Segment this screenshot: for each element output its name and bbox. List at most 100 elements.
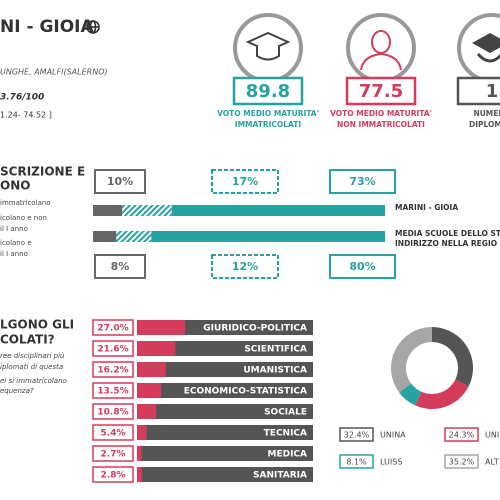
bar <box>137 467 142 482</box>
donut-segment <box>432 327 474 387</box>
bar <box>137 425 147 440</box>
section-title: COLATI? <box>0 333 55 347</box>
legend-box <box>444 427 479 442</box>
bar <box>137 341 176 356</box>
legend-name: UNINA <box>380 431 406 440</box>
legend-text: il I anno <box>0 250 28 258</box>
legend-text: icolano e <box>0 239 32 247</box>
stat-value: 1 <box>486 81 499 102</box>
bar <box>137 404 157 419</box>
category-label: UMANISTICA <box>243 366 307 376</box>
category-label: SOCIALE <box>264 408 307 418</box>
stat-value: 89.8 <box>246 81 290 102</box>
value-box <box>94 169 146 194</box>
value-label: 16.2% <box>97 366 128 376</box>
value-box <box>94 254 146 279</box>
bar <box>137 320 186 335</box>
category-label: ECONOMICO-STATISTICA <box>184 387 307 397</box>
category-label: MEDICA <box>268 450 308 460</box>
value-label: 5.4% <box>101 429 126 439</box>
bar-segment <box>93 205 123 216</box>
value-label: 8% <box>111 260 130 273</box>
legend-box <box>339 427 374 442</box>
bar <box>137 383 162 398</box>
value-label: 27.0% <box>97 324 128 334</box>
category-label: SCIENTIFICA <box>244 345 307 355</box>
legend-value: 8.1% <box>346 458 367 467</box>
legend-text: il I anno <box>0 225 28 233</box>
stat-label: NON IMMATRICOLATI <box>337 120 425 129</box>
bar-segment <box>93 231 117 242</box>
globe-icon <box>86 20 100 34</box>
bar <box>137 446 142 461</box>
value-box <box>92 382 134 399</box>
bar-track <box>137 467 313 482</box>
bar <box>137 362 166 377</box>
stat-icon-diploma <box>457 13 500 83</box>
category-label: TECNICA <box>264 429 307 439</box>
legend-text: immatricolano <box>0 199 51 207</box>
bar-segment <box>122 205 172 216</box>
note-text: ree disciplinari più <box>0 352 65 360</box>
donut-segment <box>399 383 422 406</box>
note-text: iplomati di questa <box>0 363 63 371</box>
bar-track <box>137 341 313 356</box>
value-box <box>211 254 279 279</box>
address: UNGHE, AMALFI(SALERNO) <box>0 68 108 77</box>
legend-name: UNI <box>485 431 499 440</box>
legend-name: LUISS <box>380 458 402 467</box>
stat-label: IMMATRICOLATI <box>235 120 302 129</box>
legend-value: 32.4% <box>344 431 370 440</box>
stat-label: VOTO MEDIO MATURITA' <box>217 109 319 118</box>
legend-box <box>444 454 479 469</box>
value-box <box>92 340 134 357</box>
value-box <box>329 169 396 194</box>
category-label: SANITARIA <box>253 471 307 481</box>
stat-value: 77.5 <box>359 81 403 102</box>
note-text: ei si immatricolano <box>0 377 67 385</box>
section-title: ONO <box>0 179 30 193</box>
value-box <box>92 403 134 420</box>
legend-value: 35.2% <box>449 458 475 467</box>
value-box <box>92 319 134 336</box>
value-box <box>92 466 134 483</box>
bar-track <box>137 425 313 440</box>
value-label: 73% <box>349 175 375 188</box>
row-name: MARINI - GIOIA <box>395 203 458 212</box>
score: 3.76/100 <box>0 93 44 103</box>
section-title: SCRIZIONE E <box>0 165 85 179</box>
row-name: MEDIA SCUOLE DELLO ST <box>395 229 500 238</box>
bar-segment <box>171 205 385 216</box>
stat-box <box>456 76 500 106</box>
value-label: 80% <box>349 260 375 273</box>
stat-label: NUMERO <box>473 109 500 118</box>
value-label: 12% <box>232 260 258 273</box>
value-box <box>329 254 396 279</box>
bar-track <box>137 362 313 377</box>
stat-icon-graduate <box>233 13 303 83</box>
section-title: LGONO GLI <box>0 318 74 332</box>
value-label: 13.5% <box>97 387 128 397</box>
note-text: equenza? <box>0 387 34 395</box>
value-label: 21.6% <box>97 345 128 355</box>
value-label: 10% <box>107 175 133 188</box>
value-box <box>92 361 134 378</box>
stat-label: VOTO MEDIO MATURITA' <box>330 109 432 118</box>
value-box <box>211 169 279 194</box>
value-label: 10.8% <box>97 408 128 418</box>
stat-box <box>232 76 304 106</box>
stat-box <box>345 76 417 106</box>
bar-track <box>137 383 313 398</box>
category-label: GIURIDICO-POLITICA <box>203 324 307 334</box>
legend-name: ALT <box>485 458 499 467</box>
value-label: 2.8% <box>101 471 126 481</box>
legend-value: 24.3% <box>449 431 475 440</box>
donut-segment <box>391 327 432 393</box>
bar-track <box>137 446 313 461</box>
row-name: INDIRIZZO NELLA REGIO <box>395 239 497 248</box>
stat-icon-person <box>346 13 416 83</box>
value-box <box>92 424 134 441</box>
bar-track <box>137 404 313 419</box>
value-label: 17% <box>232 175 258 188</box>
